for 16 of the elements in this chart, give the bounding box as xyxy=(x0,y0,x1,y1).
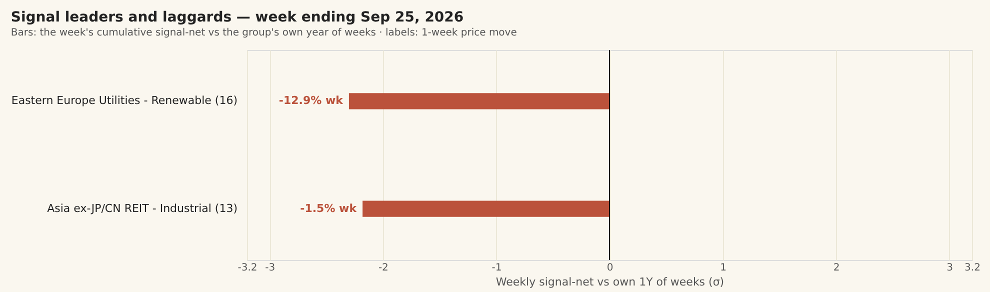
chart-title: Signal leaders and laggards — week ending Sep 25, 2026 xyxy=(10,10,464,26)
annotation: -1.5% wk xyxy=(300,202,358,215)
x-tick-label: -3 xyxy=(265,262,276,274)
x-tick-label: 3.2 xyxy=(964,262,980,274)
x-tick-label: -1 xyxy=(492,262,502,274)
y-tick-label: Eastern Europe Utilities - Renewable (16) xyxy=(11,94,238,108)
x-axis-title: Weekly signal-net vs own 1Y of weeks (σ) xyxy=(496,276,724,288)
y-tick-label: Asia ex-JP/CN REIT - Industrial (13) xyxy=(47,202,238,215)
chart-subtitle: Bars: the week's cumulative signal-net vs the group's own year of weeks · labels: 1-week price move xyxy=(10,28,517,38)
x-tick-label: -2 xyxy=(378,262,388,274)
annotation: -12.9% wk xyxy=(278,94,344,108)
x-tick-label: -3.2 xyxy=(238,262,258,274)
x-tick-label: 0 xyxy=(606,262,614,274)
x-tick-label: 3 xyxy=(946,262,954,274)
x-tick-label: 2 xyxy=(833,262,840,274)
x-tick-label: 1 xyxy=(720,262,726,274)
